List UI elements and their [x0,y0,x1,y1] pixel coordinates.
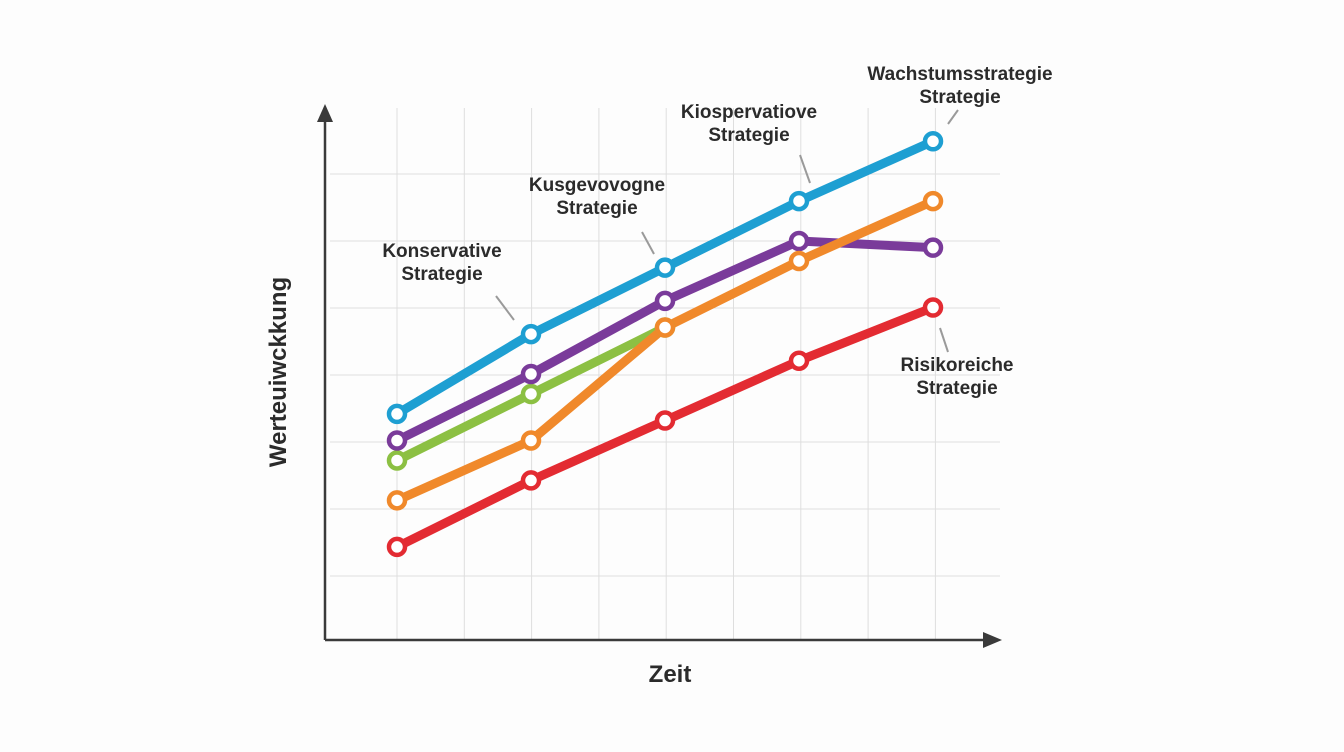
data-point [922,297,944,318]
data-point [654,290,676,312]
annotation-label: Wachstumsstrategie Strategie [867,64,1052,108]
data-point [520,383,542,405]
annotation-label-line: Konservative [382,241,501,262]
annotation-leader-line [947,109,959,125]
annotation-label-line: Strategie [916,378,997,399]
annotation-label: Kusgevovogne Strategie [529,175,665,219]
grid [330,108,1000,640]
data-point [520,323,542,345]
data-point [654,317,676,338]
axes [317,104,1002,648]
annotation-label-line: Kusgevovogne [529,175,665,196]
annotation-label-line: Strategie [919,87,1000,108]
data-point [788,250,810,272]
annotation-leader-line [641,231,655,255]
data-point [386,536,408,558]
annotation-leader-line [939,327,949,353]
data-point [922,237,944,258]
annotation-leader-line [495,295,515,321]
x-axis-title: Zeit [649,661,692,688]
data-point [386,430,408,451]
annotation-label-line: Strategie [708,125,789,146]
data-point [788,190,810,212]
data-point [386,490,408,511]
points [386,131,944,558]
data-point [654,257,676,278]
data-point [520,430,542,451]
annotation-label-line: Wachstumsstrategie [867,64,1052,85]
data-point [788,230,810,252]
data-point [788,350,810,371]
y-axis-title: Werteuiwckkung [265,277,292,467]
annotation-leader-line [799,154,811,184]
y-axis-arrow [317,104,333,122]
annotation-label: Konservative Strategie [382,241,501,285]
annotation-label: Kiospervatiove Strategie [681,102,817,146]
data-point [922,190,944,212]
x-axis-arrow [983,632,1002,648]
data-point [386,403,408,425]
annotation-label-line: Strategie [401,264,482,285]
annotation-label-line: Risikoreiche [901,355,1014,376]
annotation-label-line: Strategie [556,198,637,219]
data-point [520,363,542,385]
annotation-label: Risikoreiche Strategie [901,355,1014,399]
data-point [520,470,542,491]
data-point [922,131,944,152]
data-point [654,410,676,431]
data-point [386,450,408,471]
annotation-label-line: Kiospervatiove [681,102,817,123]
series [392,136,938,552]
